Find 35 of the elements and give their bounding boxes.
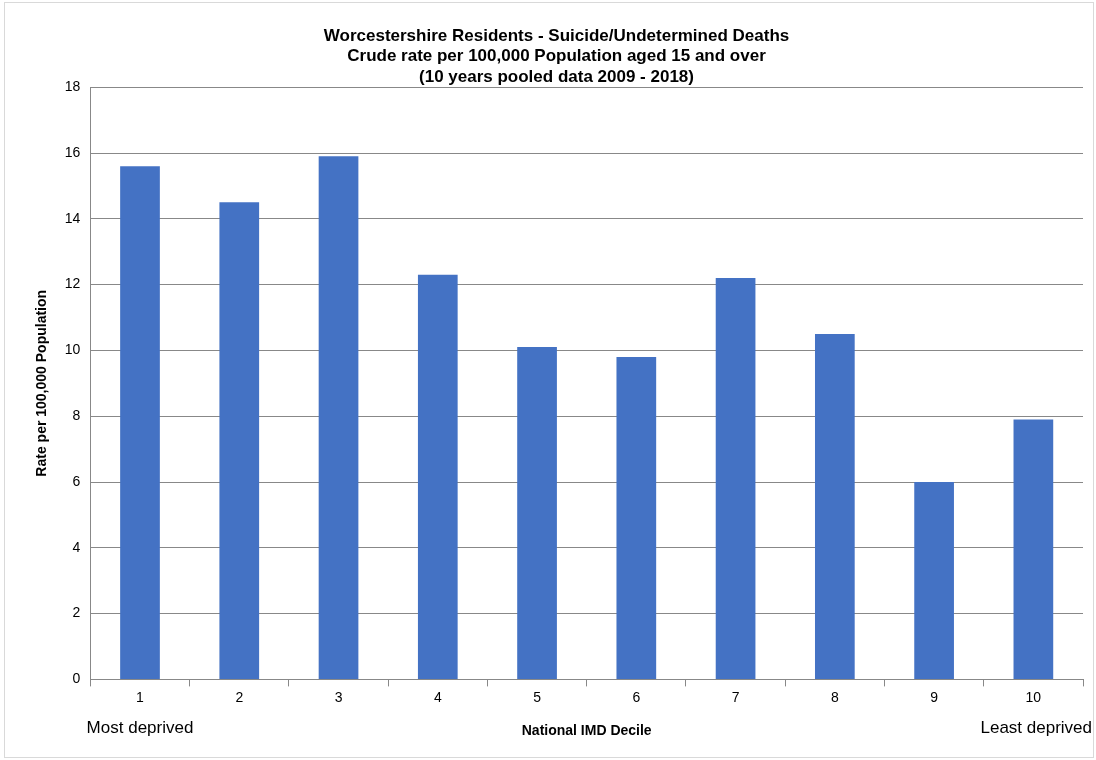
x-tick-label: 7 (731, 688, 740, 705)
bar (616, 356, 657, 679)
bar (814, 333, 855, 679)
bar (219, 202, 260, 679)
y-axis-title: Rate per 100,000 Population (33, 289, 50, 477)
x-tick-label: 5 (533, 688, 542, 705)
x-tick-label: 10 (1025, 688, 1042, 705)
x-axis-title: National IMD Decile (521, 722, 652, 739)
x-tick-label: 6 (632, 688, 641, 705)
bar (914, 482, 954, 679)
text: Least deprived (980, 717, 1093, 737)
y-tick-label: 12 (64, 275, 81, 292)
y-tick-label: 6 (72, 472, 81, 489)
x-tick-label: 3 (334, 688, 343, 705)
y-tick-label: 10 (64, 341, 81, 358)
chart-title: Worcestershire Residents - Suicide/Undetermined Deaths Crude rate per 100,000 Population aged 15 and over (10 years pooled data 2009 - 2018) (323, 25, 790, 86)
x-tick-label: 8 (830, 688, 839, 705)
bar (417, 274, 458, 679)
y-tick-label: 14 (64, 209, 81, 226)
y-tick-label: 0 (72, 670, 81, 687)
y-tick-label: 16 (64, 143, 81, 160)
y-tick-label: 2 (72, 604, 81, 621)
y-tick-label: 18 (64, 78, 81, 95)
y-tick-label: 8 (72, 407, 81, 424)
x-tick-label: 1 (136, 688, 145, 705)
bar (715, 278, 756, 679)
y-tick-label: 4 (72, 538, 81, 555)
bar (120, 166, 160, 679)
x-tick-label: 4 (433, 688, 442, 705)
bar (1013, 419, 1054, 679)
text: Most deprived (86, 717, 194, 737)
x-tick-label: 9 (930, 688, 939, 705)
bar (517, 347, 557, 679)
bar (318, 156, 359, 679)
x-tick-label: 2 (235, 688, 244, 705)
